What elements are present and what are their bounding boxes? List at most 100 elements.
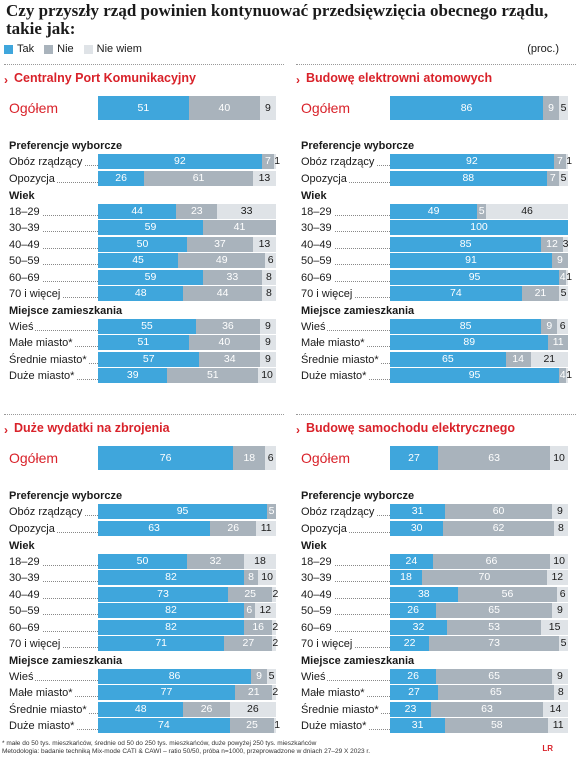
bar-segment-tak: 26: [390, 669, 437, 684]
row-label: 40–49: [301, 586, 334, 603]
bar-segment-tak: 82: [98, 603, 244, 619]
bar-segment-nie-wiem: 10: [550, 554, 568, 569]
data-label: 5: [560, 637, 567, 649]
data-label: 65: [488, 670, 500, 682]
footnote-methodology: Metodologia: badanie techniką Mix-mode C…: [2, 748, 371, 755]
row-label: 50–59: [301, 603, 334, 620]
bar-segment-nie-wiem: 46: [486, 204, 568, 219]
bar-segment-nie: 70: [422, 570, 547, 586]
table-row: Obóz rządzący 92 7 1: [9, 154, 280, 170]
row-label: 30–39: [301, 220, 334, 237]
overall-label: Ogółem: [301, 450, 351, 466]
bar-segment-nie-wiem: 12: [254, 603, 276, 619]
stacked-bar: 23 63 14: [390, 701, 568, 717]
data-label: 33: [226, 270, 239, 283]
bar-segment-nie: 66: [432, 554, 551, 569]
stacked-bar: 44 23 33: [98, 204, 276, 219]
data-label: 7: [557, 155, 563, 167]
bar-segment-nie: 12: [541, 236, 563, 252]
section-label: Preferencje wyborcze: [301, 140, 415, 152]
data-label: 92: [466, 155, 478, 167]
bar-segment-tak: 91: [390, 253, 552, 269]
row-leader-dots: [13, 630, 98, 632]
table-row: Małe miasto* 89 11: [301, 335, 571, 352]
data-label: 23: [404, 702, 417, 715]
data-label: 13: [258, 172, 271, 184]
bar-segment-nie: 26: [183, 701, 230, 717]
data-label: 26: [200, 702, 213, 715]
bar-segment-nie-wiem: 1: [566, 154, 572, 169]
bar-segment-tak: 95: [390, 368, 560, 384]
data-label: 100: [470, 221, 488, 234]
row-label: 60–69: [301, 619, 334, 636]
stacked-bar: 32 53 15: [390, 619, 568, 635]
stacked-bar: 39 51 10: [98, 368, 276, 384]
bar-segment-nie: 9: [543, 96, 560, 120]
data-label: 16: [252, 620, 265, 633]
panel-header: › Duże wydatki na zbrojenia: [4, 414, 284, 437]
table-row: 30–39 59 41: [9, 220, 279, 237]
bar-segment-nie-wiem: 3: [562, 236, 569, 252]
bar-segment-nie-wiem: 2: [272, 586, 278, 602]
section-label: Preferencje wyborcze: [9, 490, 123, 502]
table-row: Wieś 85 9 6: [301, 319, 571, 335]
bar-segment-nie: 7: [546, 171, 560, 186]
data-label: 74: [450, 287, 462, 299]
bar-segment-tak: 24: [390, 554, 433, 569]
row-label: 50–59: [9, 603, 42, 620]
unit-label: (proc.): [527, 43, 559, 55]
data-label: 57: [142, 352, 155, 365]
bar-segment-tak: 92: [98, 154, 262, 169]
bar-segment-tak: 27: [390, 446, 439, 470]
page-title: Czy przyszły rząd powinien kontynuować p…: [6, 1, 549, 38]
bar-segment-nie-wiem: 8: [553, 521, 568, 536]
row-label: Opozycja: [9, 171, 57, 187]
row-leader-dots: [305, 597, 390, 599]
bar-segment-nie: 5: [267, 504, 276, 519]
bar-segment-nie: 21: [521, 286, 560, 301]
data-label: 11: [552, 336, 564, 349]
legend-item-tak: Tak: [4, 43, 34, 55]
bar-segment-tak: 30: [390, 521, 444, 536]
data-label: 5: [560, 172, 567, 184]
bar-segment-tak: 59: [98, 220, 204, 236]
data-label: 26: [407, 670, 419, 682]
stacked-bar: 85 9 6: [390, 319, 568, 334]
overall-label: Ogółem: [9, 450, 59, 466]
row-label: 40–49: [9, 586, 42, 603]
row-label: Obóz rządzący: [301, 504, 377, 520]
bar-segment-nie: 27: [224, 636, 273, 651]
data-label: 85: [459, 237, 472, 250]
bar-segment-tak: 45: [98, 253, 179, 269]
bar-segment-nie-wiem: 6: [557, 319, 568, 334]
row-label: Opozycja: [301, 521, 349, 537]
table-row: Obóz rządzący 31 60 9: [301, 504, 571, 520]
data-label: 24: [405, 555, 418, 567]
bar-segment-nie-wiem: 10: [550, 446, 568, 470]
stacked-bar: 27 63 10: [390, 446, 568, 470]
row-label: 40–49: [9, 236, 42, 253]
row-label: Wieś: [9, 669, 36, 685]
stacked-bar: 45 49 6: [98, 253, 276, 269]
row-label: 60–69: [9, 269, 42, 286]
table-row: Średnie miasto* 57 34 9: [9, 351, 279, 368]
row-leader-dots: [305, 280, 390, 282]
table-row: 60–69 95 4 1: [301, 269, 572, 286]
row-leader-dots: [13, 247, 98, 249]
row-label: 50–59: [9, 253, 42, 270]
data-label: 9: [557, 604, 563, 617]
row-label: Wieś: [301, 669, 328, 685]
bar-segment-tak: 55: [98, 319, 196, 334]
table-row: Średnie miasto* 48 26 26: [9, 701, 279, 718]
data-label: 9: [557, 670, 563, 682]
chart-panel: › Budowę elektrowni atomowych Ogółem 86 9 5 Pr…: [296, 64, 576, 394]
stacked-bar: 38 56 6: [390, 586, 568, 602]
bar-segment-nie: 63: [430, 701, 544, 717]
data-label: 4: [559, 369, 566, 382]
section-label: Miejsce zamieszkania: [9, 655, 123, 667]
row-leader-dots: [305, 614, 390, 616]
table-row: Średnie miasto* 23 63 14: [301, 701, 571, 718]
panel-title: Budowę samochodu elektrycznego: [306, 421, 516, 435]
table-row: Średnie miasto* 65 14 21: [301, 351, 571, 368]
publisher-logo: LR: [542, 744, 553, 753]
